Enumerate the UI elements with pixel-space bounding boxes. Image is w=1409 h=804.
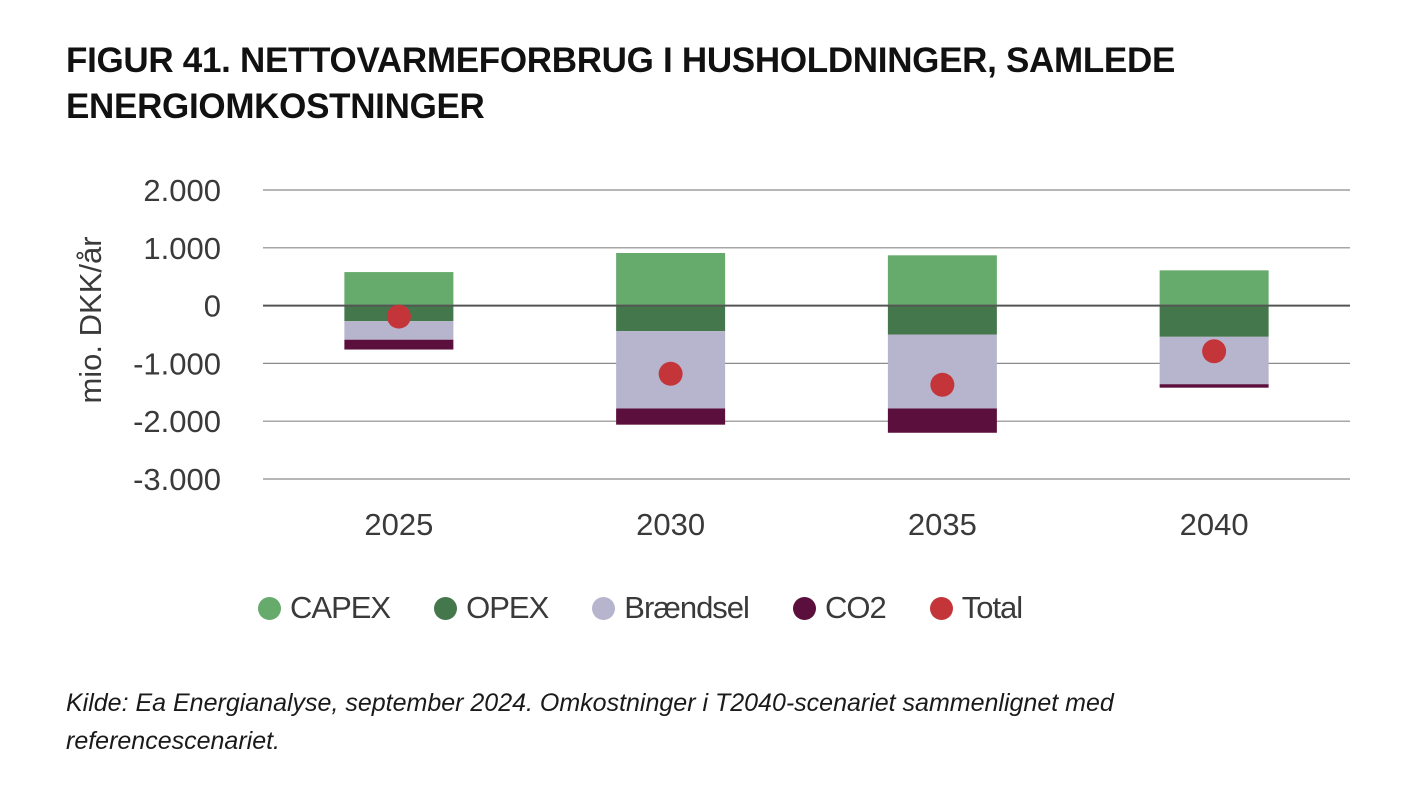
legend-label: CO2 <box>824 590 887 625</box>
legend-label: OPEX <box>466 590 549 625</box>
legend-item-opex: OPEX <box>434 590 549 626</box>
y-tick-label: 0 <box>204 289 221 324</box>
y-tick-labels: 2.000 1.000 0 -1.000 -2.000 -3.000 <box>133 173 221 497</box>
y-tick-label: -1.000 <box>133 346 221 381</box>
bar-segment-opex <box>887 305 997 335</box>
total-marker <box>658 361 683 386</box>
legend-item-co2: CO2 <box>792 590 887 626</box>
total-marker <box>1202 339 1227 364</box>
bar-segment-co2 <box>887 408 997 433</box>
legend-swatch <box>434 596 458 620</box>
total-markers <box>386 304 1227 397</box>
legend-swatch <box>792 596 816 620</box>
bar-segment-opex <box>1159 305 1269 337</box>
legend-item-capex: CAPEX <box>258 590 391 626</box>
legend-item-br-ndsel: Brændsel <box>592 590 750 626</box>
bar-segment-co2 <box>344 339 454 350</box>
bar-segment-capex <box>616 253 726 306</box>
legend-label: CAPEX <box>290 590 391 625</box>
bar-segment-co2 <box>1159 384 1269 388</box>
bar-segment-capex <box>887 255 997 306</box>
x-tick-labels: 2025 2030 2035 2040 <box>364 507 1248 542</box>
bar-segment-capex <box>1159 270 1269 306</box>
y-tick-label: -2.000 <box>133 404 221 439</box>
bar-segment-br-ndsel <box>344 321 454 340</box>
legend-label: Brændsel <box>624 590 750 625</box>
bar-segment-opex <box>616 305 726 332</box>
y-tick-label: 1.000 <box>143 231 221 266</box>
legend-label: Total <box>961 590 1023 625</box>
source-note: Kilde: Ea Energianalyse, september 2024.… <box>66 689 1114 755</box>
x-tick-label: 2040 <box>1180 507 1249 542</box>
y-axis-label: mio. DKK/år <box>73 236 108 403</box>
bars <box>344 253 1269 433</box>
total-marker <box>386 304 411 329</box>
y-tick-label: -3.000 <box>133 462 221 497</box>
total-marker <box>930 372 955 397</box>
x-tick-label: 2035 <box>908 507 977 542</box>
bar-segment-co2 <box>616 408 726 425</box>
legend-swatch <box>929 596 953 620</box>
y-tick-label: 2.000 <box>143 173 221 208</box>
x-tick-label: 2030 <box>636 507 705 542</box>
chart-legend: CAPEX OPEX Brændsel CO2 Total <box>258 590 1066 626</box>
legend-item-total: Total <box>929 590 1023 626</box>
legend-swatch <box>592 596 616 620</box>
bar-segment-br-ndsel <box>887 334 997 409</box>
figure-title: FIGUR 41. NETTOVARMEFORBRUG I HUSHOLDNIN… <box>66 41 1175 126</box>
x-tick-label: 2025 <box>364 507 433 542</box>
bar-segment-capex <box>344 272 454 306</box>
legend-swatch <box>258 596 281 620</box>
